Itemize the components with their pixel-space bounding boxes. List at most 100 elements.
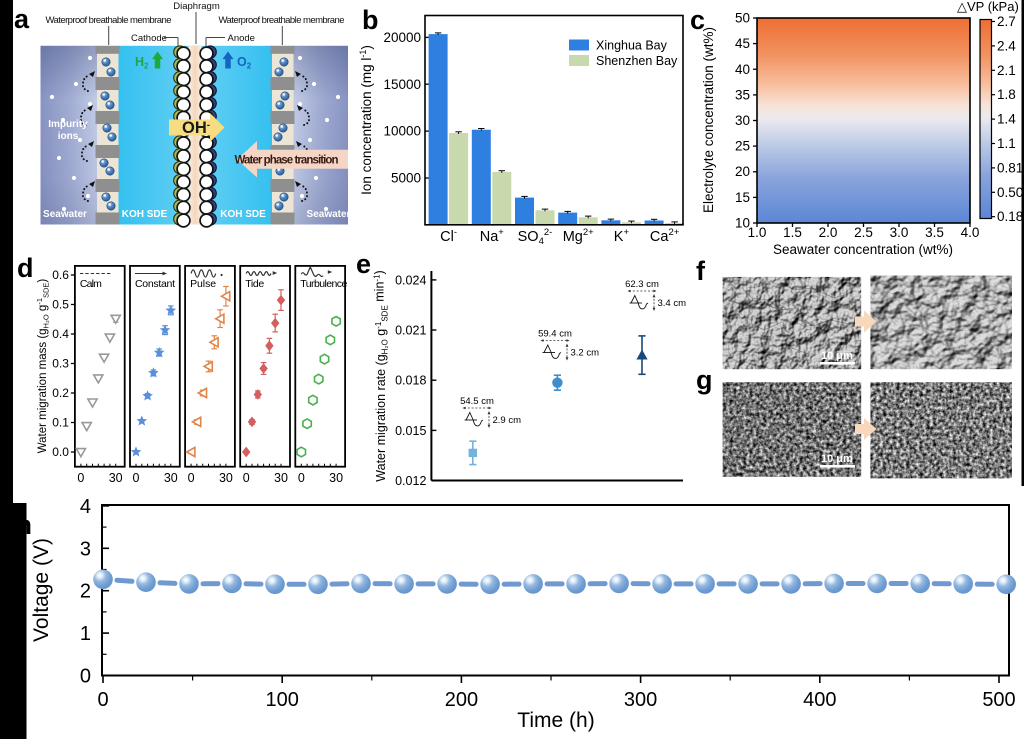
svg-text:3.0: 3.0 bbox=[890, 225, 909, 240]
svg-text:2.0: 2.0 bbox=[819, 225, 838, 240]
svg-text:59.4 cm: 59.4 cm bbox=[538, 329, 572, 340]
svg-text:2.7: 2.7 bbox=[997, 14, 1016, 29]
svg-text:Seawater concentration (wt%): Seawater concentration (wt%) bbox=[773, 242, 953, 257]
svg-text:30: 30 bbox=[164, 471, 178, 485]
svg-text:Anode: Anode bbox=[228, 33, 255, 44]
svg-text:4.0: 4.0 bbox=[961, 225, 980, 240]
svg-text:0: 0 bbox=[97, 689, 108, 711]
svg-text:45: 45 bbox=[735, 36, 750, 51]
svg-text:3.5: 3.5 bbox=[925, 225, 944, 240]
svg-text:Turbulence: Turbulence bbox=[300, 278, 347, 290]
svg-text:2: 2 bbox=[80, 581, 91, 603]
svg-text:Voltage (V): Voltage (V) bbox=[30, 538, 53, 642]
svg-text:Cathode: Cathode bbox=[131, 33, 167, 44]
svg-text:62.3 cm: 62.3 cm bbox=[625, 279, 659, 290]
svg-text:a: a bbox=[14, 4, 30, 34]
svg-text:OH-: OH- bbox=[182, 119, 210, 137]
svg-text:Diaphragm: Diaphragm bbox=[173, 1, 220, 12]
svg-text:5000: 5000 bbox=[391, 171, 421, 186]
svg-text:2.1: 2.1 bbox=[997, 63, 1016, 78]
svg-text:15: 15 bbox=[735, 190, 750, 205]
svg-text:0: 0 bbox=[188, 471, 195, 485]
svg-text:0.021: 0.021 bbox=[395, 324, 426, 338]
svg-text:35: 35 bbox=[735, 87, 750, 102]
svg-text:0.50: 0.50 bbox=[997, 185, 1023, 200]
svg-text:SO42-: SO42- bbox=[518, 227, 553, 247]
svg-text:1.0: 1.0 bbox=[748, 225, 767, 240]
svg-text:Constant: Constant bbox=[135, 278, 175, 290]
svg-text:30: 30 bbox=[329, 471, 343, 485]
svg-text:20000: 20000 bbox=[383, 30, 421, 45]
svg-text:4: 4 bbox=[80, 496, 91, 518]
svg-text:1.5: 1.5 bbox=[783, 225, 802, 240]
svg-text:400: 400 bbox=[803, 689, 836, 711]
svg-text:f: f bbox=[696, 256, 706, 286]
svg-text:Ion concentration (mg l-1): Ion concentration (mg l-1) bbox=[358, 45, 374, 195]
svg-text:0.3: 0.3 bbox=[52, 357, 69, 371]
svg-text:0.5: 0.5 bbox=[52, 298, 69, 312]
svg-text:1.4: 1.4 bbox=[997, 112, 1016, 127]
svg-text:300: 300 bbox=[624, 689, 657, 711]
svg-text:30: 30 bbox=[219, 471, 233, 485]
svg-text:g: g bbox=[696, 365, 713, 395]
svg-text:10 μm: 10 μm bbox=[821, 453, 853, 465]
svg-text:Waterproof breathable membrane: Waterproof breathable membrane bbox=[46, 15, 172, 26]
svg-text:d: d bbox=[17, 253, 34, 283]
svg-text:0.6: 0.6 bbox=[52, 268, 69, 282]
svg-text:ions: ions bbox=[58, 131, 79, 142]
svg-text:3.2 cm: 3.2 cm bbox=[571, 348, 600, 359]
svg-text:3.4 cm: 3.4 cm bbox=[658, 298, 687, 309]
svg-text:0: 0 bbox=[243, 471, 250, 485]
svg-text:0.024: 0.024 bbox=[395, 273, 426, 287]
svg-text:2.4: 2.4 bbox=[997, 38, 1016, 53]
svg-text:2.9 cm: 2.9 cm bbox=[493, 415, 522, 426]
svg-text:100: 100 bbox=[266, 689, 299, 711]
svg-text:0: 0 bbox=[80, 666, 91, 688]
svg-text:500: 500 bbox=[982, 689, 1015, 711]
svg-text:Seawater: Seawater bbox=[43, 209, 87, 220]
svg-text:0.18: 0.18 bbox=[997, 209, 1023, 224]
svg-text:10: 10 bbox=[735, 216, 750, 231]
svg-text:0: 0 bbox=[77, 471, 84, 485]
svg-text:30: 30 bbox=[274, 471, 288, 485]
svg-text:Impurity: Impurity bbox=[48, 119, 88, 130]
svg-text:Calm: Calm bbox=[80, 278, 102, 290]
svg-text:Seawater: Seawater bbox=[307, 209, 351, 220]
svg-text:Tide: Tide bbox=[245, 278, 264, 290]
svg-text:Shenzhen Bay: Shenzhen Bay bbox=[596, 54, 678, 68]
svg-text:50: 50 bbox=[735, 11, 750, 26]
svg-text:20: 20 bbox=[735, 164, 750, 179]
svg-text:Water phase transition: Water phase transition bbox=[235, 155, 339, 167]
svg-text:0.4: 0.4 bbox=[52, 327, 69, 341]
svg-text:2.5: 2.5 bbox=[854, 225, 873, 240]
svg-text:0: 0 bbox=[298, 471, 305, 485]
svg-text:15000: 15000 bbox=[383, 77, 421, 92]
svg-text:0.012: 0.012 bbox=[395, 474, 426, 488]
svg-text:b: b bbox=[362, 5, 379, 35]
svg-text:1: 1 bbox=[80, 623, 91, 645]
svg-text:Time (h): Time (h) bbox=[517, 709, 594, 732]
svg-text:40: 40 bbox=[735, 62, 750, 77]
svg-text:10 μm: 10 μm bbox=[821, 350, 853, 362]
svg-text:0.015: 0.015 bbox=[395, 424, 426, 438]
svg-text:30: 30 bbox=[109, 471, 123, 485]
svg-text:△VP (kPa): △VP (kPa) bbox=[957, 0, 1019, 14]
svg-text:30: 30 bbox=[735, 113, 750, 128]
svg-text:Electrolyte concentration (wt%: Electrolyte concentration (wt%) bbox=[701, 27, 716, 213]
svg-text:Na+: Na+ bbox=[480, 227, 505, 245]
svg-text:1.8: 1.8 bbox=[997, 87, 1016, 102]
svg-text:25: 25 bbox=[735, 139, 750, 154]
svg-text:0.0: 0.0 bbox=[52, 445, 69, 459]
svg-text:10000: 10000 bbox=[383, 124, 421, 139]
svg-text:Cl-: Cl- bbox=[440, 227, 457, 245]
svg-text:Pulse: Pulse bbox=[190, 278, 216, 290]
svg-text:Waterproof breathable membrane: Waterproof breathable membrane bbox=[219, 15, 345, 26]
svg-text:0: 0 bbox=[133, 471, 140, 485]
svg-text:c: c bbox=[690, 5, 705, 35]
svg-text:0.81: 0.81 bbox=[997, 160, 1023, 175]
svg-text:0.2: 0.2 bbox=[52, 386, 69, 400]
svg-text:0.1: 0.1 bbox=[52, 416, 69, 430]
svg-text:Xinghua Bay: Xinghua Bay bbox=[596, 39, 668, 53]
svg-text:KOH SDE: KOH SDE bbox=[220, 209, 266, 220]
svg-text:0.018: 0.018 bbox=[395, 374, 426, 388]
